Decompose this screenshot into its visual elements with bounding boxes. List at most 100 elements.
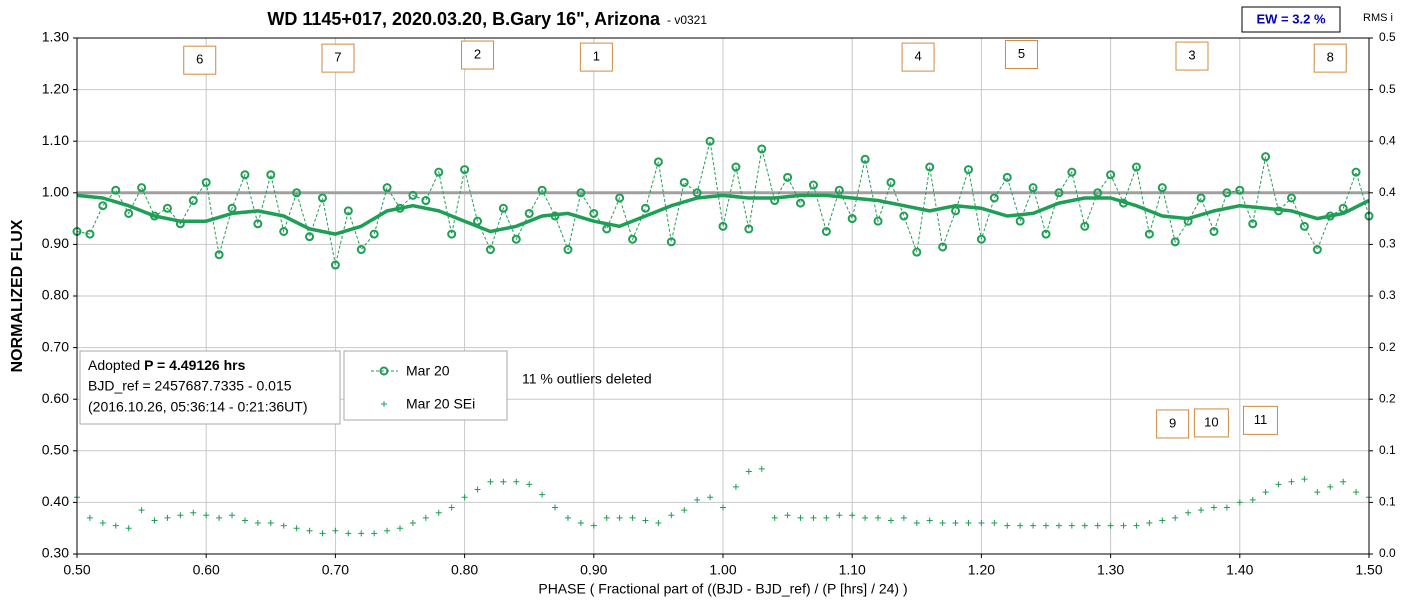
legend-marker [381,401,387,407]
annotation-label: 8 [1327,50,1334,65]
annotation-box [1004,40,1038,70]
data-point [1185,509,1192,516]
data-point [319,530,326,537]
data-point [1157,183,1167,193]
data-point [589,208,599,218]
info-text: BJD_ref = 2457687.7335 - 0.015 [88,378,292,394]
x-tick-label: 1.30 [1097,562,1124,578]
legend-label: Mar 20 SEi [406,396,475,412]
data-point [1017,522,1024,529]
data-point [241,517,248,524]
data-point [151,517,158,524]
data-point [834,185,844,195]
data-point [99,520,106,527]
data-point [758,465,765,472]
data-point [989,193,999,203]
data-point [447,229,457,239]
data-point [513,478,520,485]
data-point [317,193,327,203]
data-point [1146,520,1153,527]
annotation-box [321,43,355,73]
data-point [537,185,547,195]
data-point [1055,522,1062,529]
data-point [1222,188,1232,198]
data-point [771,514,778,521]
data-point [849,512,856,519]
data-point [952,520,959,527]
data-point [976,234,986,244]
data-point [162,203,172,213]
data-point [214,250,224,260]
data-point [679,177,689,187]
data-point [421,196,431,206]
data-point [823,514,830,521]
data-point [563,245,573,255]
fit-line [76,193,1370,236]
data-point [1080,221,1090,231]
data-point [616,514,623,521]
y2-tick-label: 0.1 [1379,443,1396,457]
data-point [1120,522,1127,529]
data-point [1030,522,1037,529]
data-point [188,196,198,206]
y-tick-label: 1.10 [42,132,69,148]
y2-axis-label: RMS i [1363,12,1393,24]
data-point [474,486,481,493]
annotation-box [1156,409,1190,439]
data-point [112,522,119,529]
data-point [640,203,650,213]
data-point [978,520,985,527]
x-axis-label: PHASE ( Fractional part of ((BJD - BJD_r… [538,581,907,597]
annotation-label: 9 [1169,415,1176,430]
data-point [397,525,403,532]
y2-tick-label: 0.1 [1379,495,1396,509]
data-point [526,481,533,488]
data-point [330,260,340,270]
data-point [900,514,907,521]
data-point [293,525,300,532]
data-point [1041,229,1051,239]
y-axis-label: NORMALIZED FLUX [9,219,26,372]
data-point [280,522,287,529]
data-point [797,514,804,521]
info-text: P = 4.49126 hrs [144,357,246,373]
data-point [98,201,108,211]
data-point [1081,522,1088,529]
data-point [836,512,843,519]
y2-tick-label: 0.3 [1379,237,1396,251]
data-point [240,170,250,180]
data-point [1235,185,1245,195]
data-point [694,496,701,503]
data-point [1002,172,1012,182]
data-point [603,514,610,521]
data-point [345,530,352,537]
data-point [190,509,197,516]
annotation-box [1175,41,1209,71]
data-point [965,520,972,527]
y-tick-label: 0.40 [42,493,69,509]
data-point [705,136,715,146]
annotation-label: 7 [334,50,341,65]
x-tick-label: 0.90 [580,562,607,578]
y2-tick-label: 0.4 [1379,185,1396,199]
data-point [1286,193,1296,203]
y-tick-label: 0.80 [42,287,69,303]
data-point [434,167,444,177]
x-tick-label: 0.70 [322,562,349,578]
data-point [1210,504,1217,511]
data-point [821,227,831,236]
data-point [1248,219,1258,229]
data-point [655,520,662,527]
data-point [448,504,455,511]
data-point [267,520,274,527]
y2-tick-label: 0.5 [1379,82,1396,96]
data-point [642,517,649,524]
annotation-box [901,42,935,72]
data-point [1004,522,1011,529]
data-point [887,517,894,524]
annotation-box [579,42,613,72]
data-point [912,247,922,257]
annotation-label: 3 [1188,47,1195,62]
data-point [343,206,353,216]
x-tick-label: 1.10 [839,562,866,578]
